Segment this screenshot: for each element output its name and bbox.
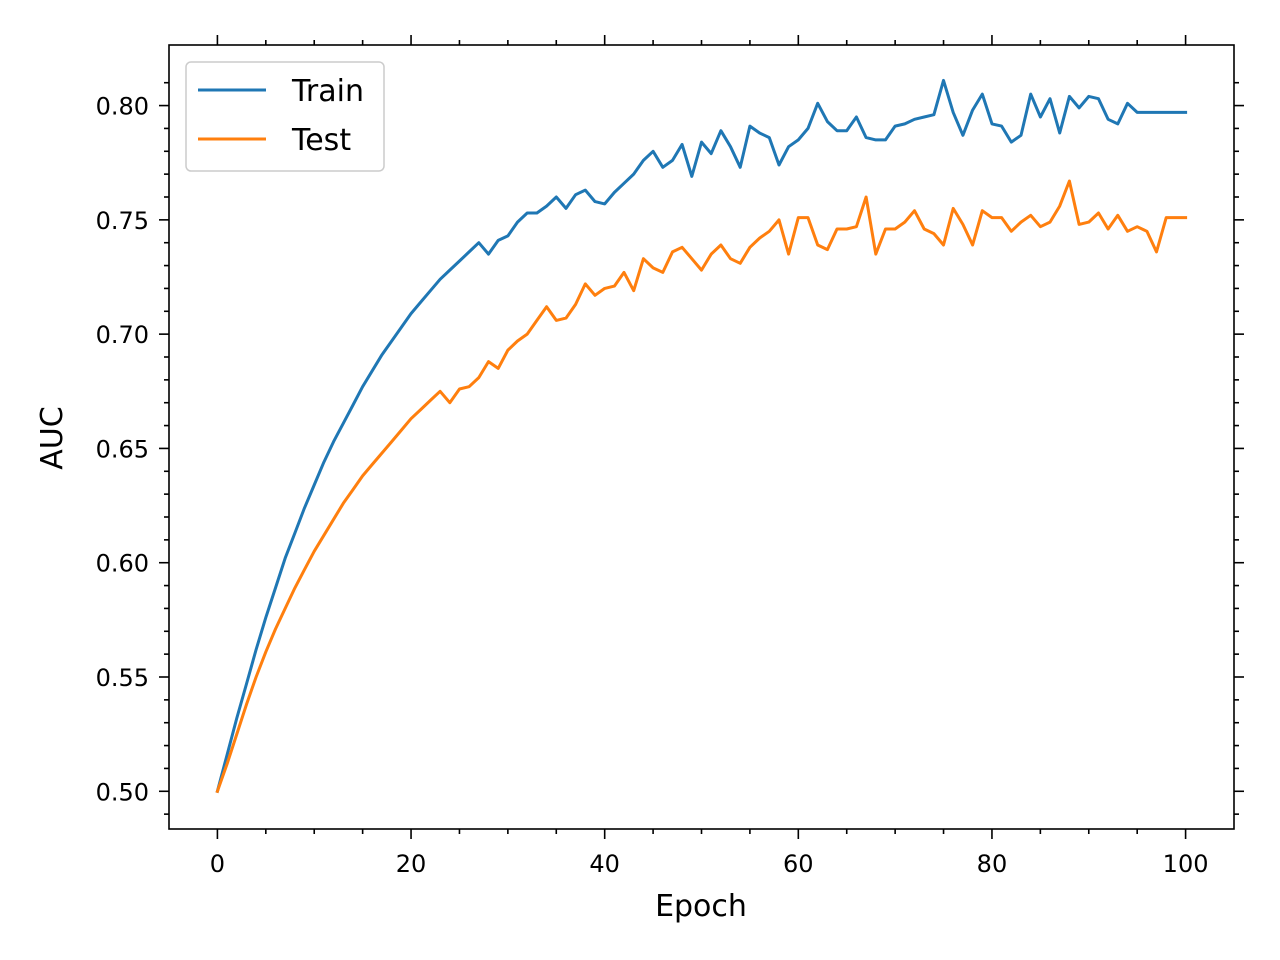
x-tick-label: 20 xyxy=(396,850,427,878)
y-tick-label: 0.55 xyxy=(96,664,149,692)
y-tick-label: 0.70 xyxy=(96,321,149,349)
x-tick-label: 100 xyxy=(1163,850,1209,878)
y-tick-label: 0.65 xyxy=(96,435,149,463)
y-axis-label: AUC xyxy=(35,406,70,469)
series-line-train xyxy=(215,78,1188,794)
x-tick-label: 0 xyxy=(210,850,225,878)
x-tick-label: 60 xyxy=(783,850,814,878)
legend-label-test: Test xyxy=(291,123,351,158)
legend: Train Test xyxy=(185,61,385,172)
x-tick-label: 40 xyxy=(589,850,620,878)
series-line-test xyxy=(215,179,1188,794)
y-tick-label: 0.60 xyxy=(96,550,149,578)
x-tick-label: 80 xyxy=(977,850,1008,878)
y-tick-label: 0.50 xyxy=(96,778,149,806)
series-layer xyxy=(215,78,1188,794)
y-tick-label: 0.80 xyxy=(96,93,149,121)
x-axis-label: Epoch xyxy=(655,889,747,924)
legend-label-train: Train xyxy=(291,74,364,109)
y-tick-label: 0.75 xyxy=(96,207,149,235)
axes-layer: 0 20 40 60 80 100 0.50 0.55 0.60 0.65 0.70 0.75 0.80 xyxy=(96,35,1244,878)
